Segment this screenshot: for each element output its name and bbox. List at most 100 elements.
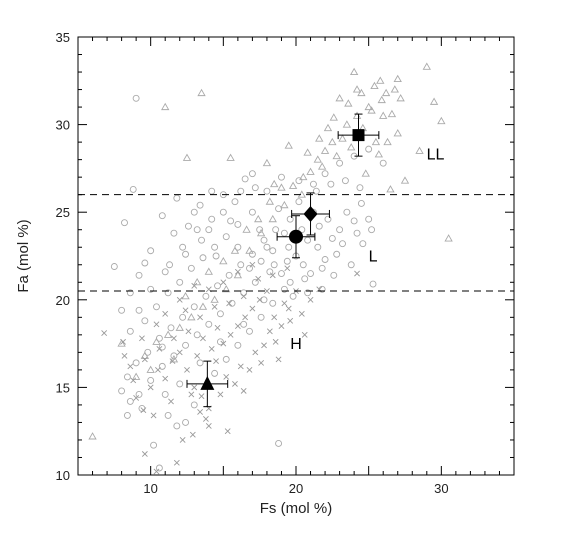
data-point-circle-open [199, 254, 207, 262]
data-point-circle-open [343, 208, 351, 216]
data-point-cross [141, 451, 148, 457]
data-point-circle-open [328, 235, 336, 242]
data-point-circle-open [187, 264, 195, 272]
data-point-triangle-open [204, 267, 213, 275]
data-point-triangle-open [364, 102, 373, 111]
series-layer [88, 62, 453, 475]
data-point-triangle-open [131, 372, 141, 380]
data-point-cross [220, 340, 227, 347]
data-point-triangle-open [400, 176, 410, 184]
data-point-cross [275, 356, 282, 363]
data-point-cross [307, 296, 314, 303]
data-point-circle-open [135, 390, 143, 398]
data-point-cross [197, 409, 203, 415]
data-point-triangle-open [381, 88, 391, 97]
data-point-circle-open [153, 303, 160, 311]
data-point-circle-open [251, 184, 259, 192]
data-point-triangle-open [377, 95, 386, 104]
data-point-circle-open [173, 194, 181, 202]
data-point-triangle-open [315, 134, 324, 142]
data-point-triangle-open [303, 148, 312, 156]
data-point-triangle-open [226, 153, 235, 161]
mean-marker-diamond [291, 192, 330, 236]
data-point-circle-open [280, 285, 288, 293]
data-point-circle-open [155, 464, 163, 472]
data-point-cross [155, 366, 161, 373]
data-point-circle-open [379, 159, 387, 167]
data-point-circle-open [202, 292, 210, 300]
data-point-cross [226, 300, 233, 307]
data-point-circle-open [132, 359, 140, 367]
data-point-triangle-open [396, 94, 405, 102]
data-point-circle-open [237, 261, 245, 269]
data-point-circle-open [256, 226, 264, 234]
data-point-circle-open [219, 208, 227, 216]
data-point-triangle-open [197, 88, 206, 97]
data-point-triangle-open [192, 277, 202, 286]
region-label-l: L [369, 248, 378, 265]
data-point-circle-open [147, 247, 155, 255]
data-point-circle-open [222, 355, 230, 363]
data-point-circle-open [166, 261, 174, 269]
data-point-circle-open [240, 320, 248, 328]
data-point-circle-open [278, 270, 285, 277]
data-point-triangle-open [306, 167, 315, 175]
data-point-circle-open [126, 397, 134, 405]
data-point-circle-open [283, 257, 291, 265]
data-point-circle-open [251, 278, 259, 286]
data-point-cross [171, 335, 177, 342]
data-point-circle-open [301, 275, 309, 283]
data-point-circle-open [263, 243, 271, 251]
data-point-circle-open [263, 187, 271, 195]
mean-marker-triangle [186, 360, 229, 408]
data-point-circle-open [369, 280, 377, 288]
data-point-cross [214, 324, 221, 331]
data-point-circle-open [257, 313, 265, 321]
data-point-circle-open [167, 324, 175, 332]
data-point-circle-open [123, 373, 131, 381]
data-point-triangle-open [313, 155, 322, 163]
data-point-cross [176, 349, 183, 356]
data-point-circle-open [170, 229, 178, 237]
data-point-triangle-open [367, 106, 376, 114]
data-point-circle-open [278, 173, 285, 181]
data-point-circle-open [164, 411, 172, 419]
data-point-circle-open [275, 205, 283, 213]
data-point-circle-open [228, 299, 236, 307]
data-point-circle-open [126, 327, 134, 335]
data-point-circle-open [147, 285, 155, 293]
data-point-cross [205, 423, 212, 429]
data-point-circle-open [257, 257, 265, 265]
data-point-circle-open [357, 199, 365, 207]
data-point-circle-open [161, 390, 169, 398]
data-point-cross [269, 272, 276, 279]
data-point-circle-open [286, 278, 294, 286]
data-point-cross [184, 366, 190, 373]
data-point-cross [278, 323, 285, 329]
data-point-circle-open [118, 306, 126, 314]
data-point-triangle-open [429, 97, 439, 105]
data-point-circle-open [324, 215, 332, 223]
data-point-triangle-open [320, 146, 330, 154]
data-point-cross [200, 335, 206, 342]
y-tick-label: 20 [56, 293, 70, 308]
data-point-triangle-open [163, 330, 173, 338]
data-point-cross [202, 416, 209, 422]
data-point-cross [261, 342, 267, 349]
mean-marker-square [337, 113, 380, 157]
mean-diamond [303, 205, 318, 222]
data-point-triangle-open [357, 88, 366, 97]
data-point-circle-open [298, 226, 306, 234]
data-point-triangle-open [338, 134, 347, 142]
data-point-triangle-open [181, 291, 190, 300]
y-axis-title: Fa (mol %) [15, 219, 32, 292]
data-point-cross [153, 321, 160, 328]
data-point-circle-open [309, 180, 317, 188]
data-point-cross [150, 412, 157, 419]
data-point-circle-open [193, 331, 201, 339]
data-point-circle-open [135, 271, 143, 279]
x-tick-label: 10 [143, 481, 157, 496]
y-tick-label: 30 [56, 118, 70, 133]
mean-marker-circle [276, 215, 316, 259]
data-point-triangle-open [370, 81, 379, 90]
